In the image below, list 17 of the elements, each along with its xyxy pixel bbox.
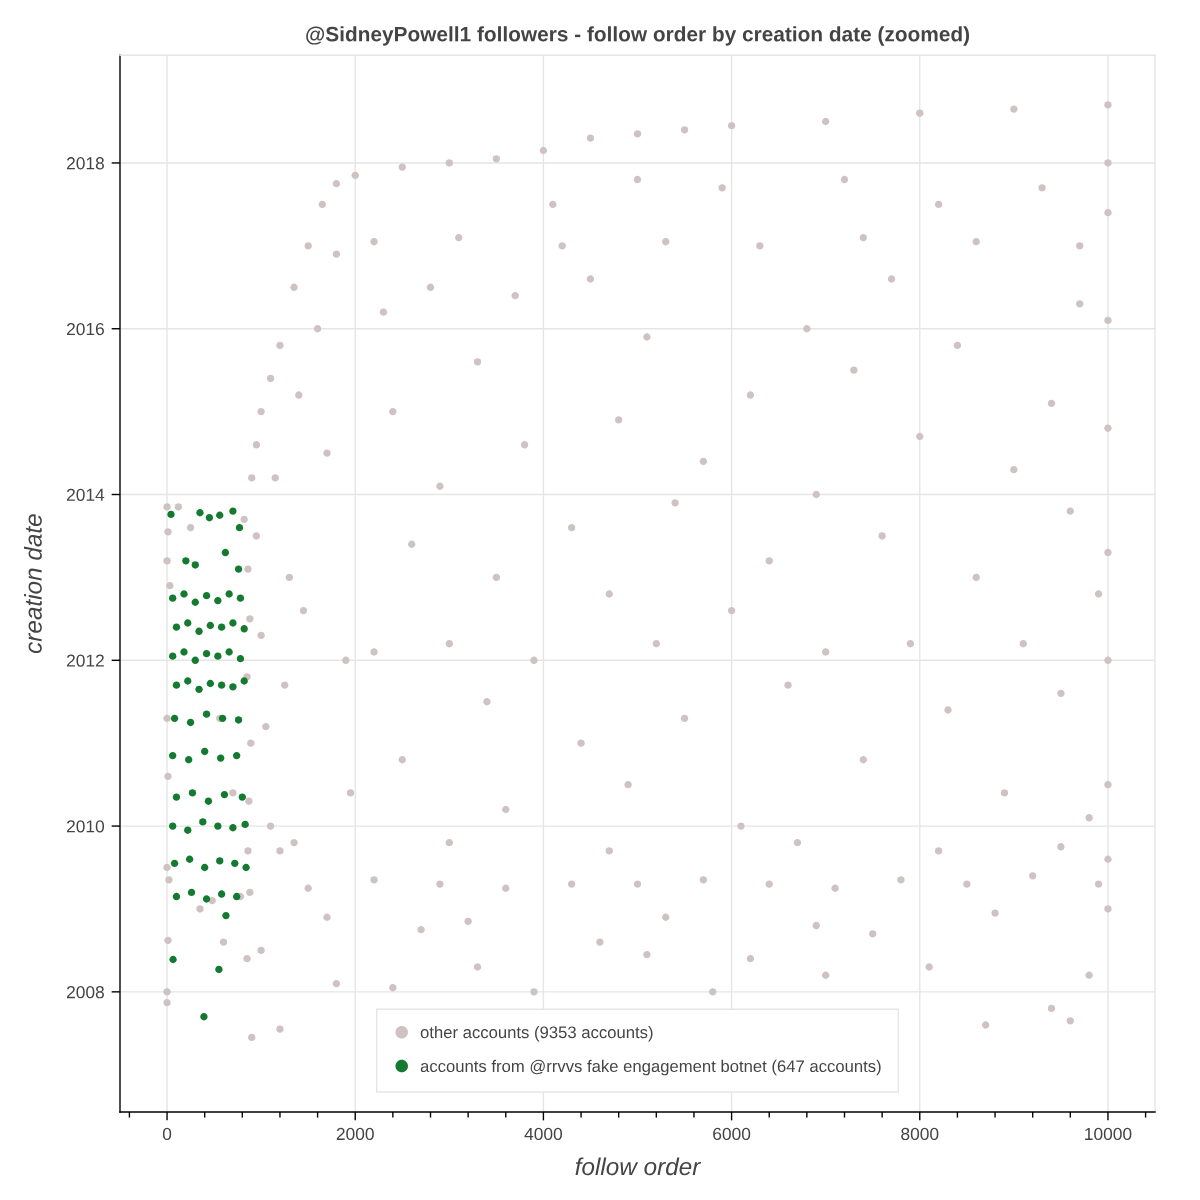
x-tick-label: 10000 — [1085, 1127, 1132, 1141]
y-tick-label: 2008 — [66, 986, 104, 999]
x-tick-label: 6000 — [713, 1127, 751, 1141]
legend-label: other accounts (9353 accounts) — [420, 1025, 653, 1042]
x-tick-label: 4000 — [524, 1127, 563, 1141]
y-tick-label: 2018 — [66, 157, 104, 170]
y-tick-label: 2012 — [66, 654, 104, 667]
y-tick-label: 2014 — [66, 488, 105, 501]
x-axis-title: follow order — [575, 1157, 702, 1176]
x-tick-label: 0 — [162, 1127, 172, 1141]
x-tick-label: 8000 — [901, 1127, 939, 1141]
x-tick-label: 2000 — [336, 1127, 374, 1141]
y-axis-title: creation date — [24, 514, 42, 654]
y-tick-label: 2010 — [66, 820, 105, 833]
chart-title: @SidneyPowell1 followers - follow order by creation date (zoomed) — [306, 26, 970, 46]
legend-label: accounts from @rrvvs fake engagement botnet (647 accounts) — [420, 1059, 881, 1076]
y-tick-label: 2016 — [66, 322, 104, 336]
